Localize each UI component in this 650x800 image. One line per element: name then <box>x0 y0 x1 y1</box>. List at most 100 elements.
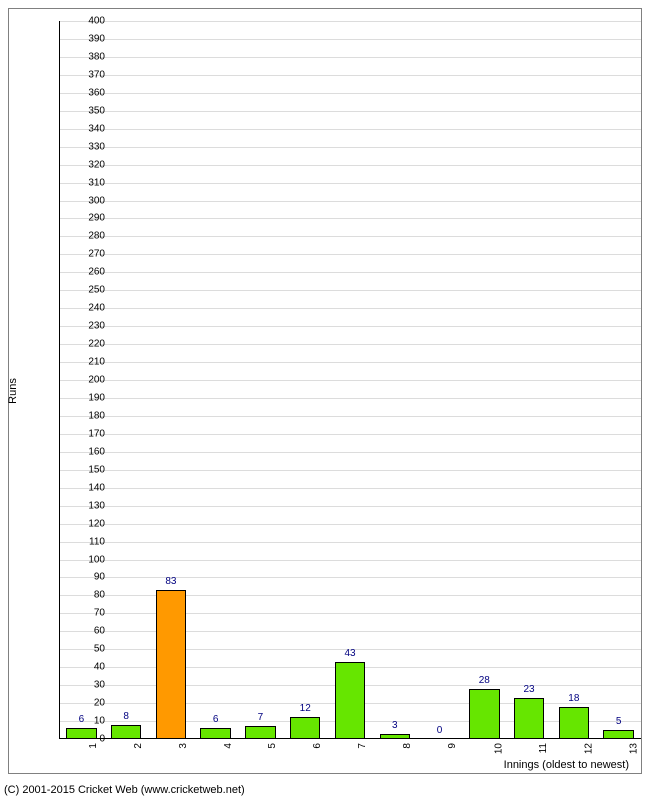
gridline <box>59 21 641 22</box>
bar <box>335 662 365 739</box>
gridline <box>59 93 641 94</box>
y-tick-label: 350 <box>65 105 105 116</box>
gridline <box>59 398 641 399</box>
y-tick-label: 300 <box>65 195 105 206</box>
y-tick-label: 360 <box>65 87 105 98</box>
y-tick-label: 230 <box>65 321 105 332</box>
bar <box>469 689 499 739</box>
y-tick-label: 10 <box>65 716 105 727</box>
bar <box>380 734 410 739</box>
gridline <box>59 183 641 184</box>
chart-border: 6883671243302823185 Runs Innings (oldest… <box>8 8 642 774</box>
y-tick-label: 180 <box>65 410 105 421</box>
y-tick-label: 70 <box>65 608 105 619</box>
y-tick-label: 100 <box>65 554 105 565</box>
x-axis-title: Innings (oldest to newest) <box>504 759 629 771</box>
y-tick-label: 320 <box>65 159 105 170</box>
x-tick-label: 2 <box>133 743 144 749</box>
y-tick-label: 60 <box>65 626 105 637</box>
bar <box>111 725 141 739</box>
y-tick-label: 20 <box>65 698 105 709</box>
gridline <box>59 39 641 40</box>
gridline <box>59 416 641 417</box>
x-tick-label: 3 <box>178 743 189 749</box>
y-tick-label: 80 <box>65 590 105 601</box>
gridline <box>59 524 641 525</box>
bar <box>559 707 589 739</box>
y-tick-label: 250 <box>65 285 105 296</box>
gridline <box>59 362 641 363</box>
y-tick-label: 310 <box>65 177 105 188</box>
y-tick-label: 380 <box>65 51 105 62</box>
bar <box>156 590 186 739</box>
x-tick-label: 5 <box>267 743 278 749</box>
bar-value-label: 23 <box>524 684 535 695</box>
gridline <box>59 129 641 130</box>
y-tick-label: 400 <box>65 16 105 27</box>
y-tick-label: 370 <box>65 69 105 80</box>
bar <box>245 726 275 739</box>
gridline <box>59 595 641 596</box>
y-tick-label: 90 <box>65 572 105 583</box>
gridline <box>59 75 641 76</box>
y-tick-label: 280 <box>65 231 105 242</box>
gridline <box>59 218 641 219</box>
y-tick-label: 210 <box>65 357 105 368</box>
bar-value-label: 43 <box>344 648 355 659</box>
x-tick-label: 6 <box>312 743 323 749</box>
y-tick-label: 290 <box>65 213 105 224</box>
y-tick-label: 150 <box>65 464 105 475</box>
x-tick-label: 1 <box>88 743 99 749</box>
gridline <box>59 254 641 255</box>
gridline <box>59 165 641 166</box>
bar-value-label: 5 <box>616 716 622 727</box>
y-tick-label: 260 <box>65 267 105 278</box>
y-tick-label: 240 <box>65 303 105 314</box>
bar <box>514 698 544 739</box>
gridline <box>59 147 641 148</box>
x-tick-label: 12 <box>583 743 594 754</box>
gridline <box>59 470 641 471</box>
y-axis-title: Runs <box>7 378 19 404</box>
x-tick-label: 10 <box>494 743 505 754</box>
y-tick-label: 110 <box>65 536 105 547</box>
gridline <box>59 434 641 435</box>
y-tick-label: 50 <box>65 644 105 655</box>
y-tick-label: 30 <box>65 680 105 691</box>
y-tick-label: 270 <box>65 249 105 260</box>
gridline <box>59 542 641 543</box>
y-tick-label: 130 <box>65 500 105 511</box>
x-tick-label: 9 <box>446 743 457 749</box>
y-tick-label: 220 <box>65 339 105 350</box>
bar-value-label: 3 <box>392 720 398 731</box>
gridline <box>59 57 641 58</box>
bar-value-label: 83 <box>165 576 176 587</box>
y-tick-label: 330 <box>65 141 105 152</box>
x-tick-label: 7 <box>357 743 368 749</box>
gridline <box>59 631 641 632</box>
bar-value-label: 8 <box>123 711 129 722</box>
y-axis-line <box>59 21 60 739</box>
gridline <box>59 560 641 561</box>
gridline <box>59 506 641 507</box>
y-tick-label: 170 <box>65 428 105 439</box>
plot-area: 6883671243302823185 <box>59 21 641 739</box>
bar-value-label: 18 <box>568 693 579 704</box>
bar-value-label: 7 <box>258 712 264 723</box>
gridline <box>59 308 641 309</box>
bar <box>200 728 230 739</box>
bar-value-label: 6 <box>213 714 219 725</box>
bar-value-label: 12 <box>300 703 311 714</box>
x-tick-label: 8 <box>402 743 413 749</box>
bar-value-label: 28 <box>479 675 490 686</box>
chart-container: 6883671243302823185 Runs Innings (oldest… <box>0 0 650 800</box>
bar <box>603 730 633 739</box>
gridline <box>59 111 641 112</box>
y-tick-label: 0 <box>65 734 105 745</box>
copyright-text: (C) 2001-2015 Cricket Web (www.cricketwe… <box>4 784 245 796</box>
y-tick-label: 140 <box>65 482 105 493</box>
y-tick-label: 340 <box>65 123 105 134</box>
gridline <box>59 613 641 614</box>
x-tick-label: 11 <box>538 743 549 753</box>
bar-value-label: 0 <box>437 725 443 736</box>
